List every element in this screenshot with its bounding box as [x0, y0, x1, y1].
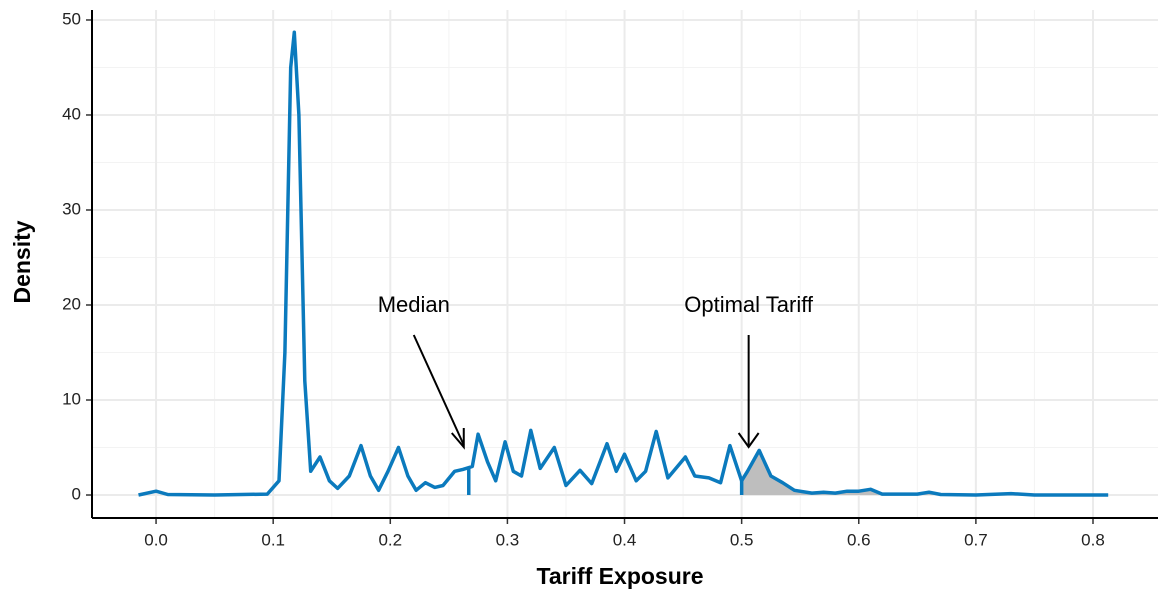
x-axis-title: Tariff Exposure [537, 563, 704, 589]
annotation: Optimal Tariff [684, 292, 814, 317]
y-tick-label: 10 [62, 389, 81, 408]
x-tick-label: 0.5 [730, 530, 754, 549]
shaded-area [741, 450, 1109, 496]
y-tick-label: 40 [62, 104, 81, 123]
x-tick-label: 0.3 [496, 530, 520, 549]
annotation: Median [378, 292, 450, 317]
arrow-head [451, 428, 465, 450]
x-tick-label: 0.1 [261, 530, 285, 549]
x-tick-label: 0.8 [1081, 530, 1105, 549]
x-tick-label: 0.6 [847, 530, 871, 549]
arrow-head [737, 432, 760, 449]
x-tick-label: 0.2 [378, 530, 402, 549]
y-tick-label: 50 [62, 9, 81, 28]
x-tick-label: 0.4 [613, 530, 637, 549]
y-tick-label: 0 [72, 484, 81, 503]
y-tick-label: 30 [62, 199, 81, 218]
annotation-arrow [412, 334, 465, 446]
y-tick-label: 20 [62, 294, 81, 313]
x-tick-label: 0.0 [144, 530, 168, 549]
x-tick-label: 0.7 [964, 530, 988, 549]
y-axis-title: Density [9, 220, 35, 303]
density-line [138, 30, 1109, 497]
